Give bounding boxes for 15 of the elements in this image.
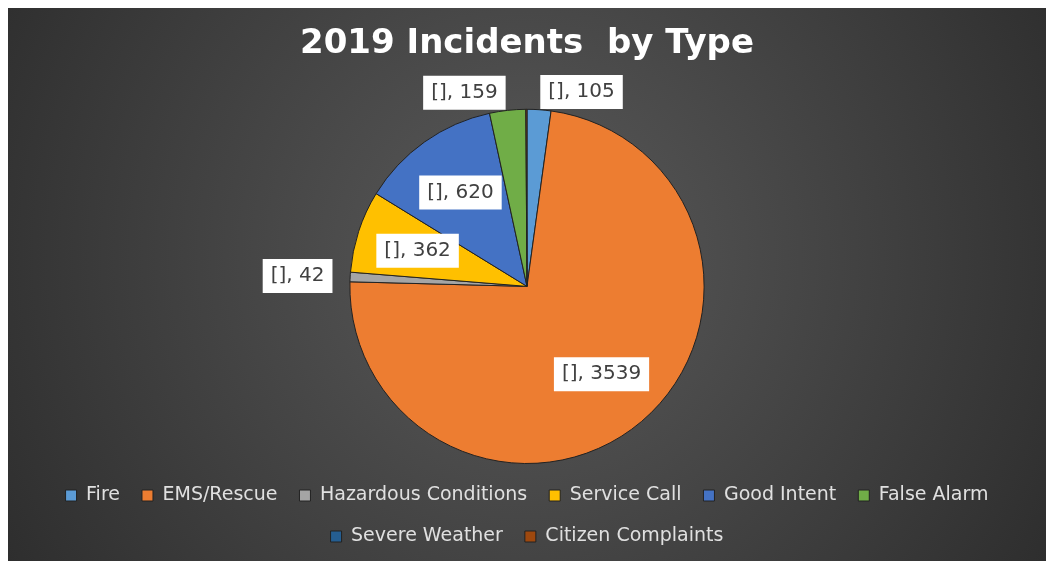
- data-label: [], 362: [384, 236, 451, 261]
- legend-label: Severe Weather: [351, 523, 504, 546]
- chart-title: 2019 Incidents by Type: [300, 21, 754, 62]
- legend-label: Hazardous Conditions: [319, 482, 528, 505]
- legend-label: Service Call: [569, 482, 682, 505]
- data-label: [], 159: [431, 78, 498, 103]
- legend-label: Citizen Complaints: [545, 523, 724, 546]
- data-label: [], 620: [427, 178, 494, 203]
- legend-label: EMS/Rescue: [162, 482, 278, 505]
- legend-label: False Alarm: [878, 482, 989, 505]
- data-label: [], 42: [270, 262, 325, 287]
- data-label: [], 105: [548, 78, 615, 103]
- legend-label: Good Intent: [723, 482, 837, 505]
- legend-label: Fire: [86, 482, 120, 505]
- data-label: [], 3539: [561, 360, 642, 385]
